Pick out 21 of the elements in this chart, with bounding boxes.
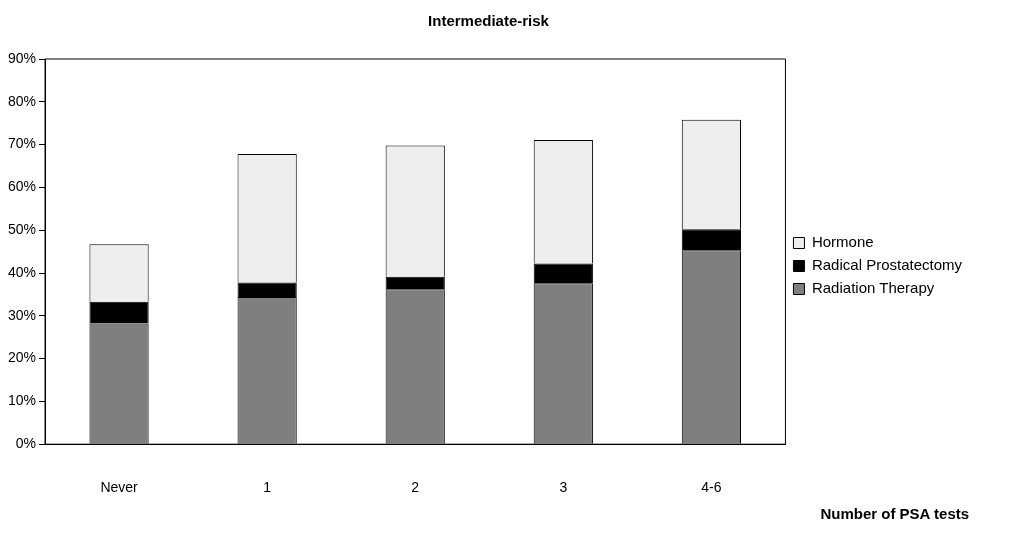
y-tick-label: 40% (7, 263, 37, 280)
legend-label: Hormone (811, 233, 874, 251)
y-tick-label: 90% (7, 49, 37, 66)
y-tick-label: 10% (7, 392, 37, 409)
x-axis-title: Number of PSA tests (820, 505, 970, 523)
chart-title: Intermediate-risk (428, 12, 550, 30)
legend-label: Radical Prostatectomy (811, 256, 963, 274)
x-tick-label: 4-6 (701, 479, 722, 496)
x-tick-label: 2 (411, 479, 420, 496)
y-tick-label: 80% (7, 92, 37, 109)
y-tick-label: 50% (7, 221, 37, 238)
y-tick-label: 30% (7, 306, 37, 323)
x-tick-label: 1 (263, 479, 272, 496)
legend-label: Radiation Therapy (811, 279, 935, 297)
y-tick-label: 0% (15, 435, 37, 452)
y-tick-label: 20% (7, 349, 37, 366)
bar (89, 301, 149, 324)
y-tick-label: 60% (7, 178, 37, 195)
y-tick-label: 70% (7, 135, 37, 152)
x-tick-label: 3 (559, 479, 568, 496)
x-tick-label: Never (100, 479, 139, 496)
